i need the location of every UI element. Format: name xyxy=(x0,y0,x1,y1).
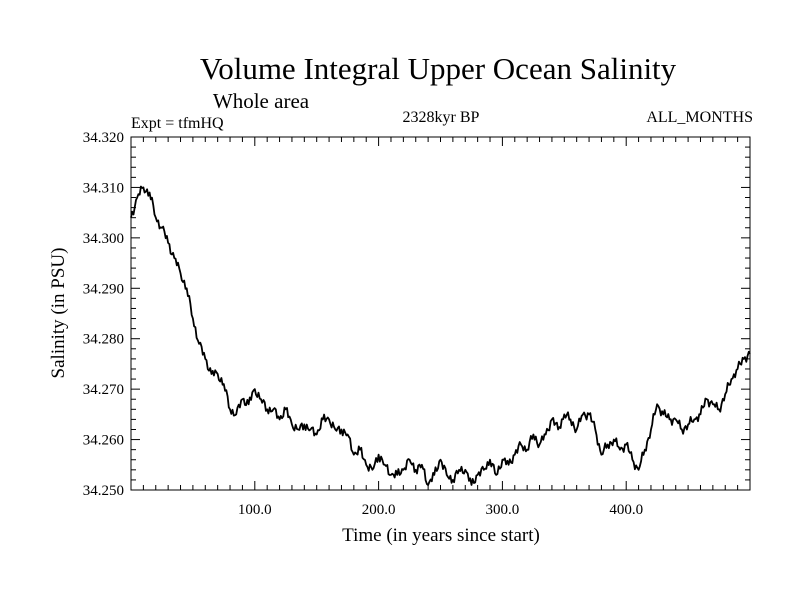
y-tick-label: 34.310 xyxy=(83,180,124,196)
experiment-label: Expt = tfmHQ xyxy=(131,115,224,132)
y-axis-ticks xyxy=(131,136,750,491)
y-tick-label: 34.290 xyxy=(83,281,124,297)
x-tick-label: 100.0 xyxy=(238,502,272,518)
salinity-series-line xyxy=(130,185,751,486)
plot-frame xyxy=(130,136,751,491)
y-tick-label: 34.250 xyxy=(83,483,124,499)
y-tick-label: 34.280 xyxy=(83,332,124,348)
y-tick-label: 34.270 xyxy=(83,382,124,398)
x-tick-label: 300.0 xyxy=(486,502,520,518)
months-label: ALL_MONTHS xyxy=(646,109,753,126)
chart-subtitle: Whole area xyxy=(213,89,310,113)
y-axis-tick-labels: 34.250 34.260 34.270 34.280 34.290 34.300 34.3… xyxy=(83,130,124,499)
x-tick-label: 400.0 xyxy=(609,502,643,518)
x-axis-label: Time (in years since start) xyxy=(342,525,540,546)
x-axis-tick-labels: 100.0 200.0 300.0 400.0 xyxy=(238,502,643,518)
period-label: 2328kyr BP xyxy=(403,109,480,126)
y-tick-label: 34.300 xyxy=(83,231,124,247)
y-axis-label: Salinity (in PSU) xyxy=(48,248,69,379)
y-tick-label: 34.260 xyxy=(83,433,124,449)
y-tick-label: 34.320 xyxy=(83,130,124,146)
x-tick-label: 200.0 xyxy=(362,502,396,518)
x-axis-ticks xyxy=(142,137,739,490)
chart-title: Volume Integral Upper Ocean Salinity xyxy=(200,51,677,86)
